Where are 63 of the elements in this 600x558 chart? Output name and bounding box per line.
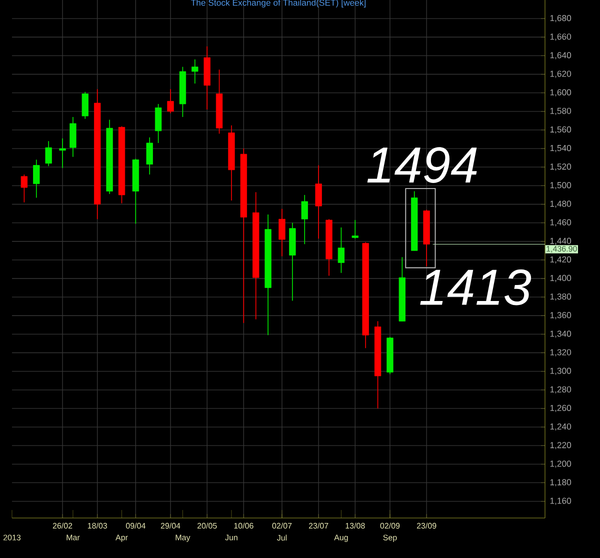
candlestick [20,174,28,203]
candlestick [192,59,198,84]
x-tick-label: 20/05 [197,522,217,529]
y-tick-label: 1,340 [550,330,572,338]
x-tick-label: 10/06 [234,522,254,529]
candlestick [352,220,358,239]
x-tick-label: 23/09 [416,522,436,529]
y-tick-label: 1,540 [550,144,572,152]
candlestick [301,194,308,245]
y-tick-label: 1,420 [550,256,572,264]
x2-tick-label: Mar [66,534,80,540]
y-tick-label: 1,660 [550,34,572,41]
y-tick-label: 1,240 [550,423,572,431]
y-tick-label: 1,280 [550,386,572,394]
annotation: 1494 [367,147,477,183]
candlestick [315,164,322,239]
x2-tick-label: 2013 [4,534,21,540]
candlestick [278,208,286,257]
x-tick-label: 02/09 [380,522,400,529]
y-tick-label: 1,180 [550,479,572,486]
x-tick-label: 13/08 [346,522,365,529]
x-tick-label: 02/07 [272,522,292,529]
y-tick-label: 1,680 [550,15,572,22]
y-tick-label: 1,560 [550,126,572,134]
x2-tick-label: May [176,534,190,542]
y-tick-label: 1,480 [550,200,572,208]
y-tick-label: 1,160 [550,498,572,505]
y-tick-label: 1,200 [550,460,572,468]
candlestick [59,138,66,168]
x2-tick-label: Aug [334,534,348,542]
y-tick-label: 1,460 [550,219,572,226]
y-tick-label: 1,220 [550,442,572,450]
y-tick-label: 1,320 [550,349,572,356]
x2-tick-label: Jul [276,534,287,541]
x-tick-label: 23/07 [308,522,328,529]
y-tick-label: 1,520 [550,164,572,171]
y-tick-label: 1,600 [550,89,572,96]
x-tick-label: 09/04 [126,522,146,529]
candlestick [338,227,345,274]
y-tick-label: 1,260 [550,404,572,412]
annotation: 1413 [420,269,532,306]
candlestick [82,92,88,120]
ref-line-label: 1,436.90 [546,246,577,253]
y-tick-label: 1,400 [550,274,572,282]
y-tick-label: 1,360 [550,312,572,320]
candlestick [167,88,174,114]
candlestick [33,159,40,198]
y-tick-label: 1,580 [550,108,572,115]
candlestick [146,136,153,175]
x2-tick-label: Apr [116,534,128,542]
x-tick-label: 29/04 [160,522,180,529]
y-tick-label: 1,620 [550,70,572,78]
y-tick-label: 1,500 [550,182,572,190]
y-tick-label: 1,300 [550,368,572,375]
x-tick-label: 26/02 [52,522,72,529]
x2-tick-label: Jun [225,534,238,540]
y-tick-label: 1,640 [550,52,572,60]
candlestick [45,140,52,167]
x2-tick-label: Sep [383,534,397,542]
candlestick [154,104,162,144]
y-tick-label: 1,380 [550,293,572,301]
y-tick-label: 1,440 [550,238,572,245]
x-tick-label: 18/03 [88,522,108,529]
